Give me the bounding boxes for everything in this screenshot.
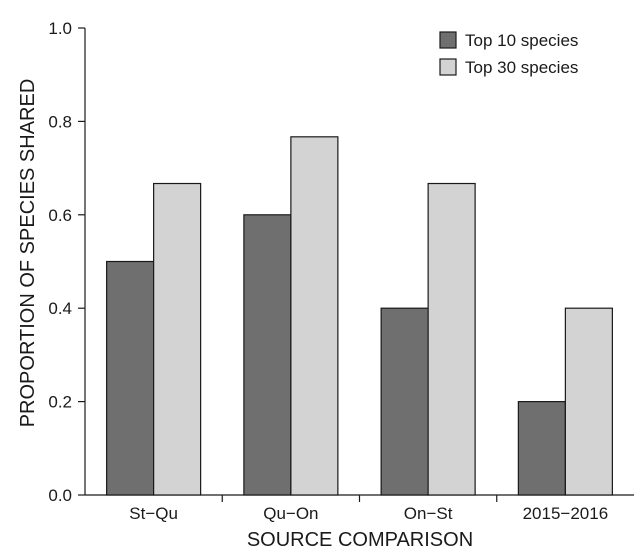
- y-tick-label: 0.8: [48, 112, 72, 131]
- legend-swatch-0: [439, 31, 457, 49]
- x-tick-label: 2015−2016: [523, 504, 609, 523]
- y-tick-label: 0.4: [48, 299, 72, 318]
- y-tick-label: 0.6: [48, 206, 72, 225]
- bar-top10-0: [106, 260, 155, 496]
- y-tick-label: 1.0: [48, 19, 72, 38]
- legend-label-0: Top 10 species: [465, 31, 578, 50]
- chart-bars: [106, 136, 613, 496]
- bar-top30-2: [427, 182, 476, 496]
- bar-top10-2: [380, 307, 429, 496]
- chart-axes: 0.0 0.2 0.4 0.6 0.8 1.0 St−Qu Qu−On On−St 2015−20…: [48, 19, 634, 523]
- bar-top30-0: [153, 182, 202, 496]
- x-tick-label: Qu−On: [263, 504, 318, 523]
- y-tick-label: 0.2: [48, 393, 72, 412]
- bar-top30-3: [564, 307, 613, 496]
- legend-swatch-1: [439, 58, 457, 76]
- y-axis-label: PROPORTION OF SPECIES SHARED: [17, 79, 39, 428]
- chart-legend: Top 10 species Top 30 species: [439, 31, 578, 77]
- x-tick-label: St−Qu: [129, 504, 178, 523]
- bar-top10-1: [243, 214, 292, 496]
- x-axis-label: SOURCE COMPARISON: [247, 529, 473, 550]
- x-tick-label: On−St: [404, 504, 453, 523]
- bar-top10-3: [517, 401, 566, 496]
- y-tick-label: 0.0: [48, 486, 72, 505]
- bar-top30-1: [290, 136, 339, 496]
- legend-label-1: Top 30 species: [465, 58, 578, 77]
